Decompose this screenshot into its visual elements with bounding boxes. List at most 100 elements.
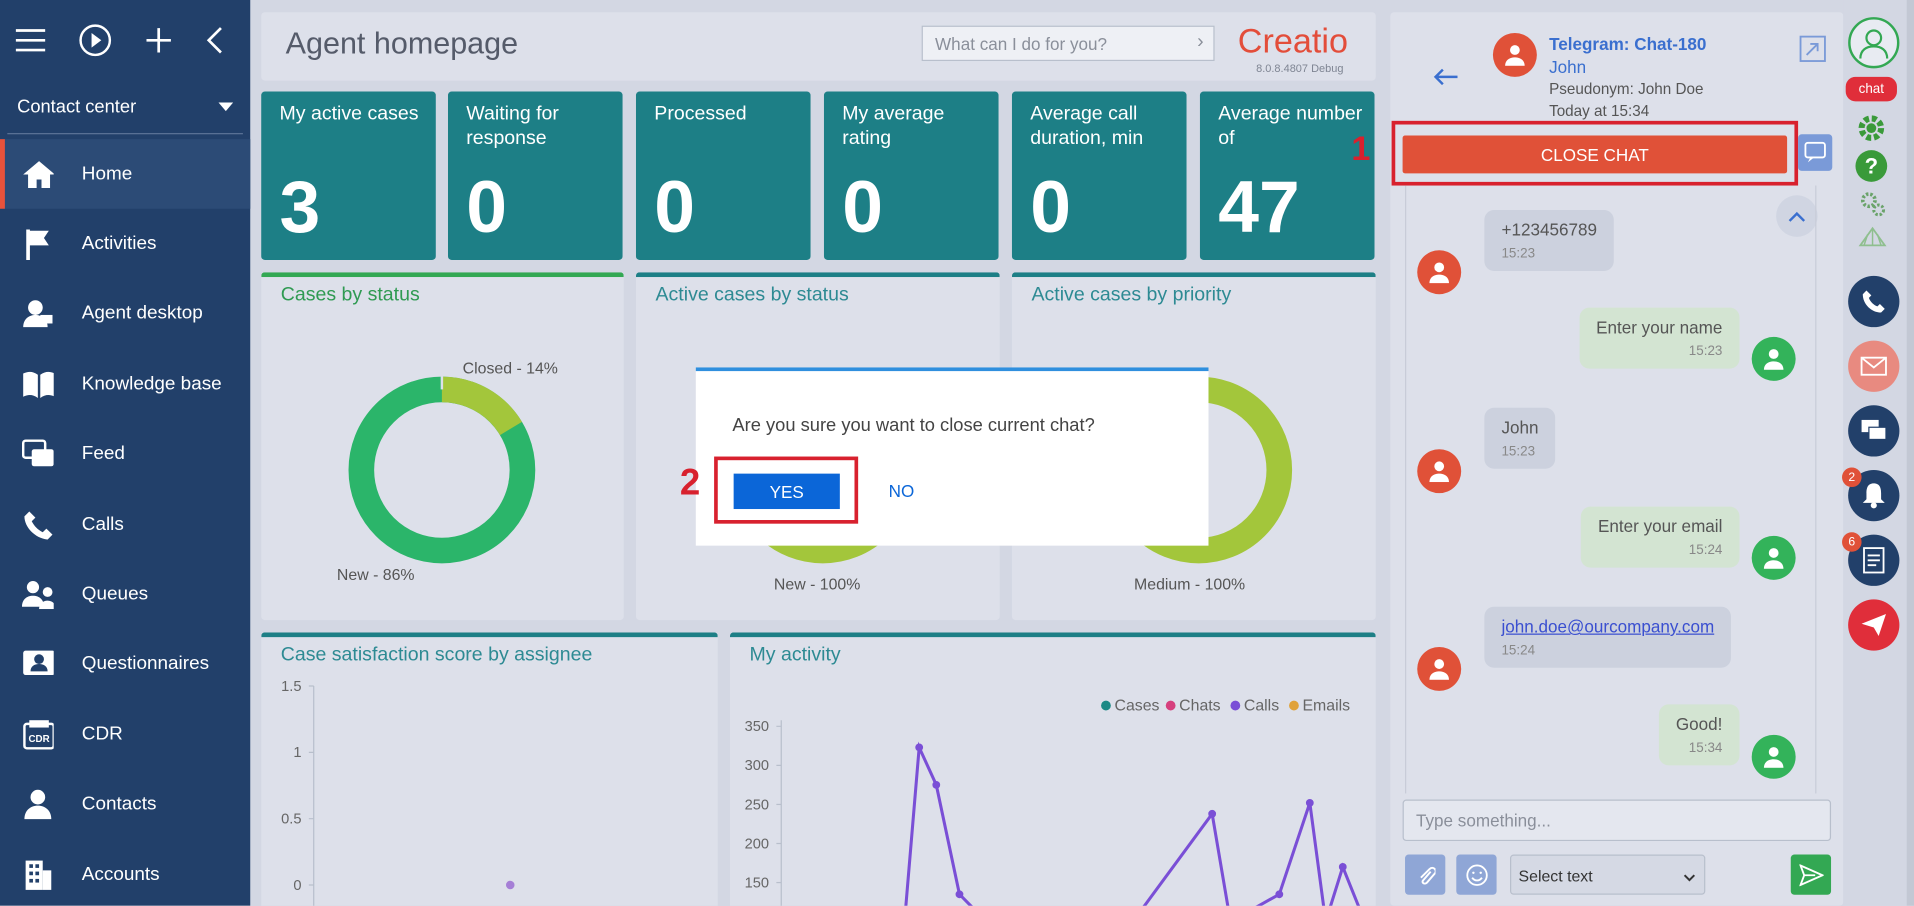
sidebar-item-activities[interactable]: Activities	[0, 209, 250, 279]
metric-label: Processed	[654, 103, 747, 125]
chat-channel-link[interactable]: Telegram: Chat-180	[1549, 34, 1707, 54]
cdr-icon: CDR	[22, 719, 54, 751]
metric-tile[interactable]: Waiting for response 0	[447, 91, 623, 261]
sidebar-item-label: Feed	[81, 443, 125, 465]
tasks-count-badge: 6	[1842, 532, 1862, 552]
back-arrow-icon[interactable]	[1432, 67, 1459, 93]
sidebar-item-calls[interactable]: Calls	[0, 489, 250, 559]
plus-icon[interactable]	[144, 26, 173, 55]
select-text-dropdown[interactable]: Select text	[1510, 854, 1706, 895]
panel-title: Active cases by status	[655, 284, 849, 306]
sidebar-item-label: Contacts	[81, 793, 157, 815]
metric-label: Average number of	[1218, 103, 1363, 149]
message-input[interactable]: Type something...	[1402, 799, 1832, 842]
legend-marker	[1165, 700, 1176, 711]
close-chat-button[interactable]: CLOSE CHAT	[1402, 135, 1788, 174]
chat-badge[interactable]: chat	[1845, 76, 1897, 102]
metric-tile[interactable]: My average rating 0	[823, 91, 999, 261]
metric-tile[interactable]: Average number of 47	[1199, 91, 1375, 261]
y-tick-label: 350	[745, 719, 769, 735]
metric-tile[interactable]: My active cases 3	[261, 91, 436, 261]
message-time: 15:23	[1501, 246, 1536, 262]
dialog-question: Are you sure you want to close current c…	[732, 415, 1095, 436]
expand-icon[interactable]	[1799, 35, 1826, 68]
chat-contact-link[interactable]: John	[1549, 57, 1587, 77]
email-link[interactable]: john.doe@ourcompany.com	[1501, 616, 1715, 636]
svg-text:CDR: CDR	[28, 734, 49, 745]
gear-icon[interactable]	[1855, 112, 1887, 150]
agent-avatar	[1751, 535, 1796, 580]
page-title: Agent homepage	[285, 26, 519, 62]
workplace-selector[interactable]: Contact center	[7, 81, 243, 135]
transfer-chat-icon[interactable]	[1798, 134, 1833, 171]
sidebar-item-contacts[interactable]: Contacts	[0, 770, 250, 840]
y-tick-label: 300	[745, 758, 769, 774]
step-1-label: 1	[1351, 129, 1371, 168]
sidebar-item-label: Home	[81, 163, 133, 184]
message-text: Good!	[1675, 714, 1723, 734]
phone-icon	[22, 509, 54, 541]
notification-count-badge: 2	[1842, 467, 1862, 488]
sidebar-item-label: Calls	[81, 513, 124, 535]
scrollbar[interactable]	[1906, 0, 1914, 906]
message-time: 15:23	[1688, 344, 1723, 359]
sidebar-item-agent-desktop[interactable]: Agent desktop	[0, 279, 250, 349]
data-point	[955, 890, 964, 899]
message-bubble: Good! 15:34	[1658, 704, 1740, 766]
panel-title: My activity	[749, 644, 841, 666]
chart-label-closed: Closed - 14%	[462, 358, 558, 378]
profile-icon[interactable]	[1848, 17, 1900, 69]
command-search-input[interactable]: What can I do for you? ›	[921, 25, 1215, 62]
paperclip-icon[interactable]	[1405, 854, 1446, 895]
data-point	[932, 781, 941, 789]
sidebar-item-questionnaires[interactable]: Questionnaires	[0, 630, 250, 700]
legend-marker	[1289, 700, 1299, 711]
message-bubble: +123456789 15:23	[1484, 209, 1615, 271]
metric-value: 0	[466, 166, 508, 248]
sidebar-item-home[interactable]: Home	[0, 139, 251, 210]
emoji-icon[interactable]	[1456, 854, 1497, 895]
message-time: 15:24	[1688, 543, 1723, 558]
sidebar-item-feed[interactable]: Feed	[0, 419, 250, 489]
shell-icon[interactable]	[1858, 226, 1887, 259]
menu-icon[interactable]	[15, 27, 47, 54]
legend-item: Cases	[1114, 697, 1159, 714]
workplace-label: Contact center	[17, 96, 137, 118]
sidebar-item-queues[interactable]: Queues	[0, 560, 250, 630]
data-point	[1305, 798, 1314, 807]
chevron-down-icon	[218, 96, 234, 117]
sidebar-item-accounts[interactable]: Accounts	[0, 840, 250, 906]
send-paper-plane-icon[interactable]	[1848, 599, 1900, 651]
data-point	[1208, 809, 1217, 818]
metric-label: Waiting for response	[466, 103, 559, 149]
collapse-icon[interactable]	[205, 26, 225, 55]
settings-icon[interactable]	[1858, 189, 1887, 224]
metric-label: My average rating	[842, 103, 945, 149]
scroll-up-icon[interactable]	[1776, 195, 1818, 237]
contact-avatar	[1492, 32, 1537, 77]
chats-icon[interactable]	[1848, 405, 1900, 457]
play-icon[interactable]	[78, 23, 112, 57]
help-icon[interactable]: ?	[1855, 150, 1888, 182]
metric-value: 0	[842, 166, 884, 248]
contact-avatar	[1417, 250, 1462, 295]
questionnaire-icon	[22, 649, 54, 681]
yes-button[interactable]: YES	[733, 473, 840, 510]
chevron-right-icon[interactable]: ›	[1197, 31, 1204, 53]
chevron-down-icon	[1683, 868, 1696, 886]
sidebar-item-knowledge-base[interactable]: Knowledge base	[0, 349, 250, 419]
metric-tile[interactable]: Processed 0	[635, 91, 811, 261]
metric-tile[interactable]: Average call duration, min 0	[1011, 91, 1187, 261]
no-button[interactable]: NO	[888, 480, 915, 501]
confirm-dialog: Are you sure you want to close current c…	[695, 367, 1209, 546]
line-chart: 350 300 250 200 150 Cases Chats Calls Emails	[745, 697, 1361, 906]
send-icon[interactable]	[1790, 854, 1832, 895]
email-icon[interactable]	[1848, 340, 1900, 392]
pseudonym-label: Pseudonym: John Doe	[1549, 80, 1704, 98]
page-header: Agent homepage What can I do for you? › …	[261, 12, 1376, 81]
feed-icon	[21, 439, 54, 471]
call-icon[interactable]	[1848, 275, 1900, 328]
sidebar-item-cdr[interactable]: CDR CDR	[0, 700, 250, 770]
metric-value: 0	[654, 166, 696, 248]
highlight-yes-box	[714, 456, 859, 524]
